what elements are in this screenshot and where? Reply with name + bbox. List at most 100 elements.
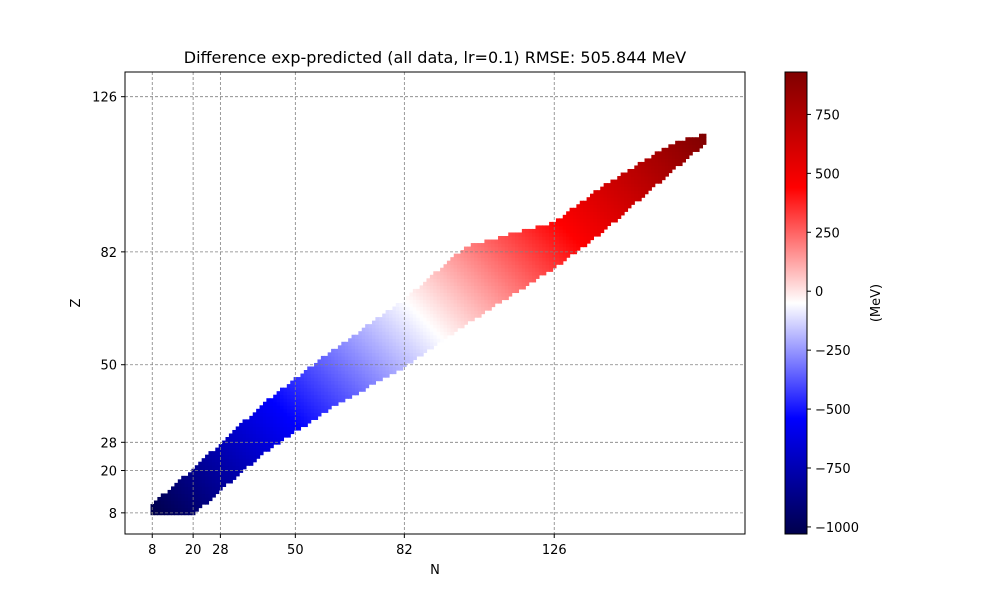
heatmap-cell <box>613 183 618 188</box>
heatmap-cell <box>569 225 574 230</box>
heatmap-cell <box>283 412 288 417</box>
heatmap-cell <box>324 355 329 361</box>
heatmap-cell <box>368 338 373 343</box>
heatmap-cell <box>480 264 485 269</box>
heatmap-cell <box>593 232 598 237</box>
heatmap-cell <box>535 232 540 237</box>
heatmap-cell <box>494 257 499 262</box>
heatmap-cell <box>378 348 383 353</box>
heatmap-cell <box>205 458 210 463</box>
heatmap-cell <box>433 341 438 346</box>
heatmap-cell <box>511 281 516 286</box>
heatmap-cell <box>647 172 652 177</box>
heatmap-cell <box>399 306 404 311</box>
heatmap-cell <box>426 306 431 311</box>
heatmap-cell <box>685 140 690 145</box>
heatmap-cell <box>307 373 312 378</box>
heatmap-cell <box>511 260 516 265</box>
heatmap-cell <box>515 274 520 279</box>
heatmap-cell <box>201 472 206 477</box>
heatmap-cell <box>576 218 581 223</box>
heatmap-cell <box>314 387 319 392</box>
heatmap-cell <box>532 267 537 272</box>
heatmap-cell <box>307 394 312 399</box>
x-tick-label: 82 <box>396 543 413 558</box>
heatmap-cell <box>525 267 530 272</box>
heatmap-cell <box>433 281 438 286</box>
heatmap-cell <box>603 204 608 209</box>
heatmap-cell <box>389 310 394 315</box>
heatmap-cell <box>273 415 278 420</box>
heatmap-cell <box>239 437 244 442</box>
heatmap-cell <box>409 355 414 361</box>
heatmap-cell <box>324 384 329 389</box>
heatmap-cell <box>205 472 210 477</box>
heatmap-cell <box>474 267 479 272</box>
heatmap-cell <box>566 228 571 234</box>
heatmap-cell <box>668 158 673 163</box>
heatmap-cell <box>664 151 669 156</box>
heatmap-cell <box>283 401 288 406</box>
heatmap-cell <box>249 461 254 466</box>
heatmap-cell <box>402 313 407 318</box>
heatmap-cell <box>429 320 434 325</box>
heatmap-cell <box>412 345 417 350</box>
heatmap-cell <box>365 345 370 350</box>
heatmap-cell <box>480 281 485 286</box>
heatmap-cell <box>303 391 308 396</box>
heatmap-cell <box>344 341 349 346</box>
heatmap-cell <box>453 299 458 304</box>
heatmap-cell <box>317 380 322 385</box>
heatmap-cell <box>334 370 339 375</box>
heatmap-cell <box>583 218 588 223</box>
heatmap-cell <box>290 426 295 431</box>
heatmap-cell <box>205 500 210 505</box>
heatmap-cell <box>627 186 632 191</box>
heatmap-cell <box>375 352 380 357</box>
heatmap-cell <box>406 338 411 343</box>
heatmap-cell <box>644 179 649 184</box>
heatmap-cell <box>201 496 206 502</box>
heatmap-cell <box>191 479 196 484</box>
heatmap-cell <box>256 408 261 413</box>
heatmap-cell <box>630 190 635 195</box>
heatmap-cell <box>460 306 465 311</box>
heatmap-cell <box>463 278 468 283</box>
heatmap-cell <box>303 412 308 417</box>
heatmap-cell <box>583 225 588 230</box>
heatmap-cell <box>685 154 690 160</box>
heatmap-cell <box>532 239 537 244</box>
heatmap-cell <box>637 197 642 202</box>
heatmap-cell <box>382 362 387 368</box>
heatmap-cell <box>252 444 257 449</box>
heatmap-cell <box>348 373 353 378</box>
heatmap-cell <box>389 345 394 350</box>
heatmap-cell <box>450 320 455 325</box>
heatmap-cell <box>358 377 363 382</box>
heatmap-cell <box>658 179 663 184</box>
heatmap-cell <box>358 338 363 343</box>
heatmap-cell <box>450 274 455 279</box>
heatmap-cell <box>320 370 325 375</box>
heatmap-cell <box>378 359 383 364</box>
heatmap-cell <box>470 303 475 308</box>
heatmap-cell <box>361 338 366 343</box>
heatmap-cell <box>266 412 271 417</box>
heatmap-cell <box>181 500 186 505</box>
heatmap-cell <box>245 419 250 424</box>
heatmap-cell <box>269 429 274 435</box>
heatmap-cell <box>194 472 199 477</box>
heatmap-cell <box>324 359 329 364</box>
heatmap-cell <box>566 211 571 216</box>
heatmap-cell <box>555 235 560 241</box>
heatmap-cell <box>382 324 387 329</box>
heatmap-cell <box>406 299 411 304</box>
heatmap-cell <box>654 179 659 184</box>
heatmap-cell <box>225 447 230 452</box>
heatmap-cell <box>487 271 492 276</box>
heatmap-cell <box>232 440 237 445</box>
heatmap-cell <box>429 274 434 279</box>
heatmap-cell <box>641 193 646 198</box>
heatmap-cell <box>641 183 646 188</box>
heatmap-cell <box>477 271 482 276</box>
